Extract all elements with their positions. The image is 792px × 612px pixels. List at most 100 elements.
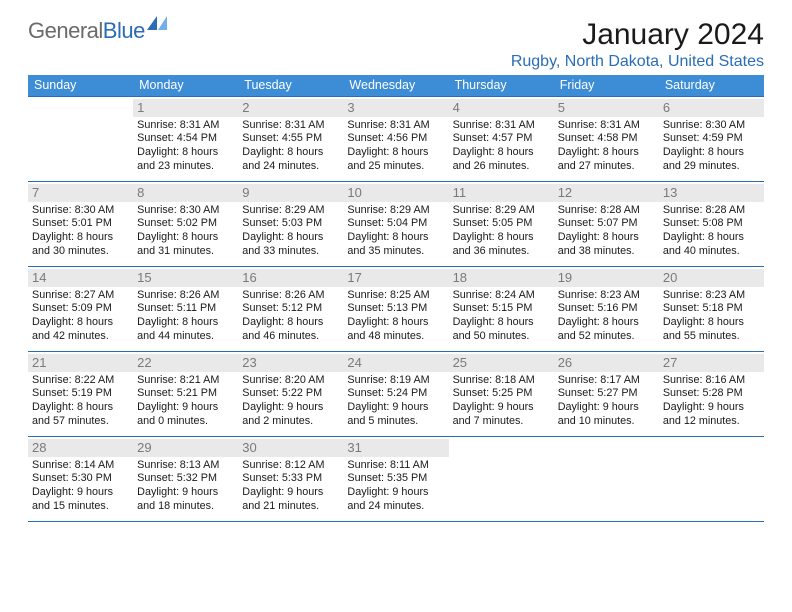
info-line: Daylight: 8 hours [242,231,339,245]
info-line: Sunrise: 8:13 AM [137,459,234,473]
day-cell [449,437,554,521]
day-info: Sunrise: 8:29 AMSunset: 5:05 PMDaylight:… [453,204,550,259]
day-cell: 18 Sunrise: 8:24 AMSunset: 5:15 PMDayligh… [449,267,554,351]
day-number: 22 [133,354,238,372]
day-cell [659,437,764,521]
day-cell: 13Sunrise: 8:28 AMSunset: 5:08 PMDayligh… [659,182,764,266]
info-line: Sunset: 5:02 PM [137,217,234,231]
info-line: Sunset: 5:25 PM [453,387,550,401]
day-cell: 25Sunrise: 8:18 AMSunset: 5:25 PMDayligh… [449,352,554,436]
info-line: Sunset: 5:22 PM [242,387,339,401]
info-line: Sunset: 5:12 PM [242,302,339,316]
day-info: Sunrise: 8:26 AMSunset: 5:12 PMDaylight:… [242,289,339,344]
info-line: and 38 minutes. [558,245,655,259]
info-line: Sunrise: 8:26 AM [242,289,339,303]
info-line: and 27 minutes. [558,160,655,174]
info-line: and 31 minutes. [137,245,234,259]
day-cell [28,97,133,181]
info-line: Daylight: 8 hours [347,146,444,160]
day-number: 14 [28,269,133,287]
info-line: Sunset: 5:04 PM [347,217,444,231]
info-line: and 2 minutes. [242,415,339,429]
info-line: Sunset: 5:21 PM [137,387,234,401]
info-line: and 48 minutes. [347,330,444,344]
info-line: and 12 minutes. [663,415,760,429]
header: GeneralBlue January 2024 Rugby, North Da… [28,18,764,71]
info-line: Sunrise: 8:11 AM [347,459,444,473]
info-line: Sunset: 5:30 PM [32,472,129,486]
info-line: Daylight: 9 hours [558,401,655,415]
day-number: 23 [238,354,343,372]
day-info: Sunrise: 8:29 AMSunset: 5:04 PMDaylight:… [347,204,444,259]
info-line: and 40 minutes. [663,245,760,259]
info-line: Daylight: 9 hours [347,486,444,500]
info-line: Daylight: 8 hours [663,146,760,160]
week-row: 1Sunrise: 8:31 AMSunset: 4:54 PMDaylight… [28,96,764,181]
day-info: Sunrise: 8:25 AMSunset: 5:13 PMDaylight:… [347,289,444,344]
day-cell: 9Sunrise: 8:29 AMSunset: 5:03 PMDaylight… [238,182,343,266]
day-info: Sunrise: 8:24 AMSunset: 5:15 PMDaylight:… [453,289,550,344]
info-line: Daylight: 9 hours [242,486,339,500]
info-line: Sunrise: 8:12 AM [242,459,339,473]
day-number: 25 [449,354,554,372]
day-info: Sunrise: 8:30 AMSunset: 5:02 PMDaylight:… [137,204,234,259]
day-cell: 27Sunrise: 8:16 AMSunset: 5:28 PMDayligh… [659,352,764,436]
page: GeneralBlue January 2024 Rugby, North Da… [0,0,792,532]
day-number: 18 [449,269,554,287]
bottom-border [28,521,764,522]
day-number: 30 [238,439,343,457]
info-line: Daylight: 8 hours [137,146,234,160]
week-row: 28Sunrise: 8:14 AMSunset: 5:30 PMDayligh… [28,436,764,521]
day-cell: 3Sunrise: 8:31 AMSunset: 4:56 PMDaylight… [343,97,448,181]
info-line: Sunrise: 8:23 AM [663,289,760,303]
info-line: Sunset: 5:18 PM [663,302,760,316]
day-number: 11 [449,184,554,202]
day-cell: 22Sunrise: 8:21 AMSunset: 5:21 PMDayligh… [133,352,238,436]
info-line: Daylight: 8 hours [663,231,760,245]
info-line: Sunrise: 8:31 AM [347,119,444,133]
info-line: Sunset: 5:35 PM [347,472,444,486]
info-line: Sunrise: 8:29 AM [242,204,339,218]
day-cell: 16Sunrise: 8:26 AMSunset: 5:12 PMDayligh… [238,267,343,351]
info-line: Sunset: 5:16 PM [558,302,655,316]
info-line: Sunset: 5:27 PM [558,387,655,401]
info-line: and 5 minutes. [347,415,444,429]
title-block: January 2024 Rugby, North Dakota, United… [511,18,764,71]
day-number: 10 [343,184,448,202]
info-line: and 24 minutes. [347,500,444,514]
day-cell: 7Sunrise: 8:30 AMSunset: 5:01 PMDaylight… [28,182,133,266]
day-number: 1 [133,99,238,117]
info-line: Sunset: 5:08 PM [663,217,760,231]
info-line: Sunset: 4:57 PM [453,132,550,146]
info-line: Sunrise: 8:19 AM [347,374,444,388]
day-number: 19 [554,269,659,287]
day-info: Sunrise: 8:31 AMSunset: 4:56 PMDaylight:… [347,119,444,174]
info-line: Sunset: 5:01 PM [32,217,129,231]
day-info: Sunrise: 8:30 AMSunset: 4:59 PMDaylight:… [663,119,760,174]
info-line: and 15 minutes. [32,500,129,514]
info-line: and 42 minutes. [32,330,129,344]
info-line: Sunset: 5:33 PM [242,472,339,486]
info-line: and 46 minutes. [242,330,339,344]
info-line: and 21 minutes. [242,500,339,514]
info-line: and 25 minutes. [347,160,444,174]
day-header: Monday [133,75,238,96]
day-info: Sunrise: 8:20 AMSunset: 5:22 PMDaylight:… [242,374,339,429]
location-text: Rugby, North Dakota, United States [511,53,764,71]
info-line: Sunrise: 8:18 AM [453,374,550,388]
day-cell: 24Sunrise: 8:19 AMSunset: 5:24 PMDayligh… [343,352,448,436]
day-info: Sunrise: 8:29 AMSunset: 5:03 PMDaylight:… [242,204,339,259]
day-number: 26 [554,354,659,372]
day-header: Friday [554,75,659,96]
info-line: Sunset: 5:05 PM [453,217,550,231]
day-cell [554,437,659,521]
info-line: Daylight: 8 hours [242,146,339,160]
info-line: Sunrise: 8:26 AM [137,289,234,303]
day-info: Sunrise: 8:19 AMSunset: 5:24 PMDaylight:… [347,374,444,429]
day-cell: 17Sunrise: 8:25 AMSunset: 5:13 PMDayligh… [343,267,448,351]
info-line: and 30 minutes. [32,245,129,259]
info-line: and 26 minutes. [453,160,550,174]
info-line: Daylight: 9 hours [137,486,234,500]
day-number: 4 [449,99,554,117]
day-number: 21 [28,354,133,372]
